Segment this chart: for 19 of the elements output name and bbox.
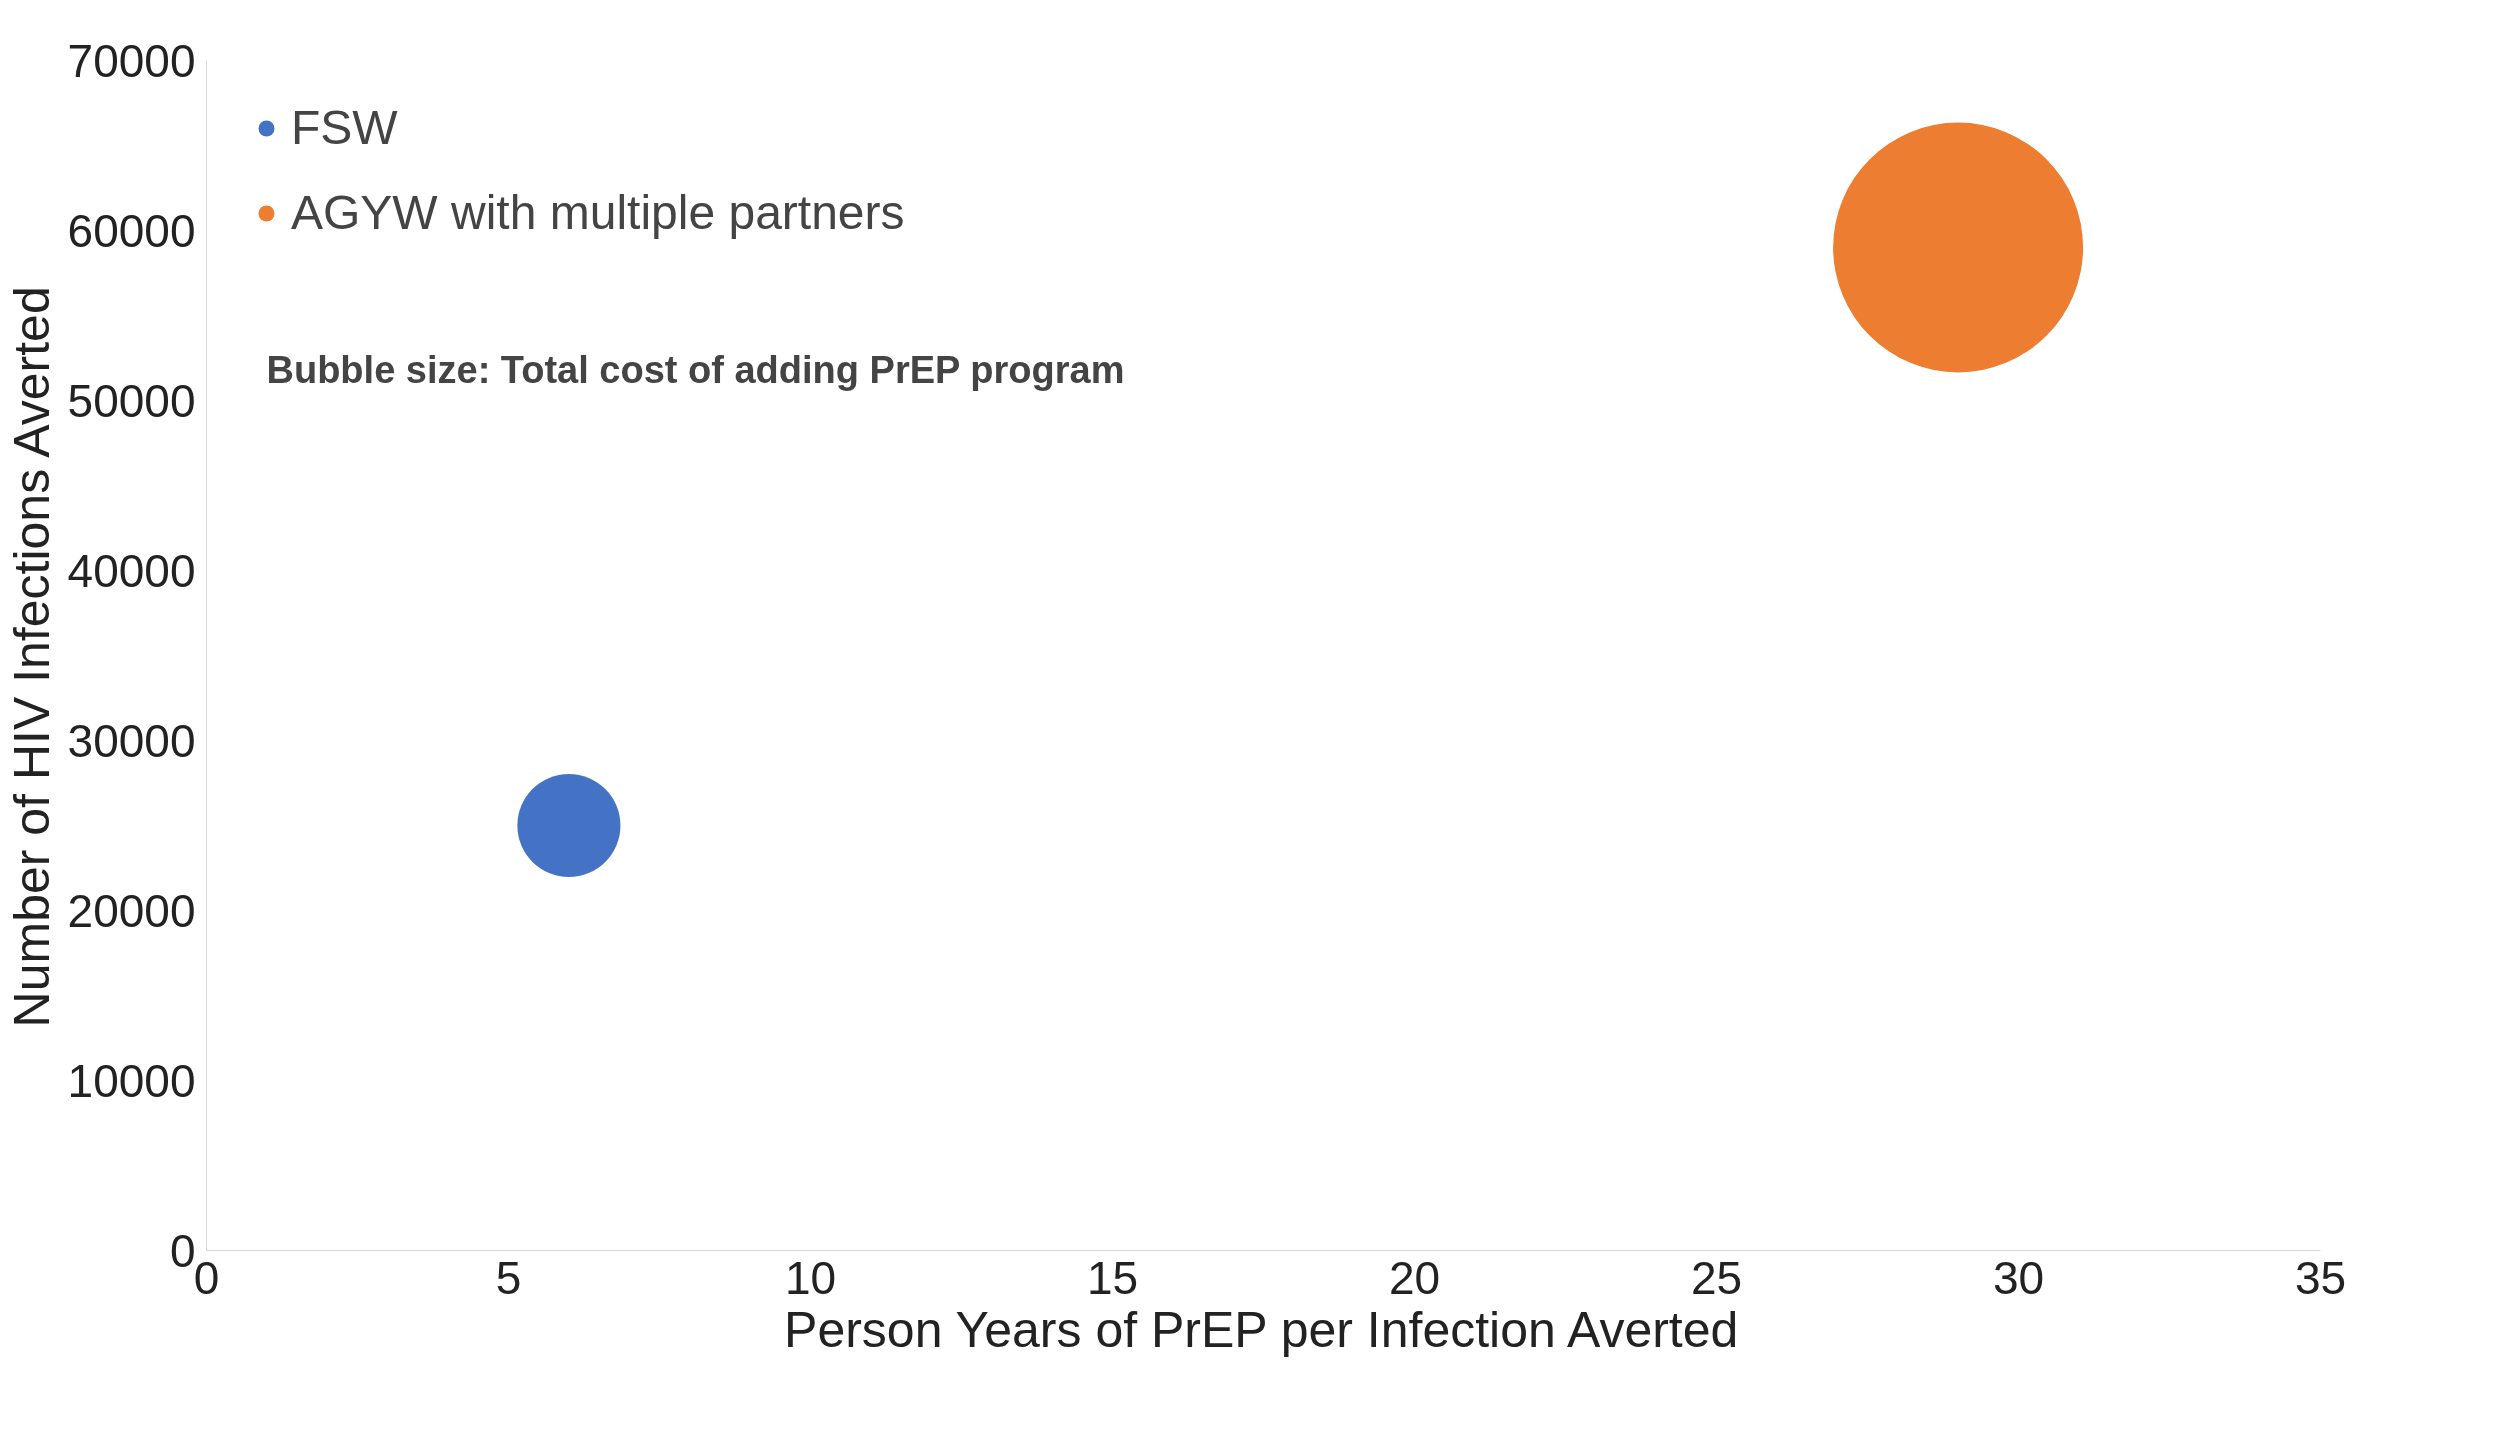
x-tick-label: 5 — [495, 1251, 522, 1304]
x-axis-title: Person Years of PrEP per Infection Averted — [784, 1301, 1739, 1358]
y-tick-label: 60000 — [67, 204, 196, 257]
y-tick-label: 70000 — [67, 34, 196, 87]
annotation: Bubble size: Total cost of adding PrEP program — [266, 348, 1125, 391]
x-tick-label: 15 — [1086, 1251, 1139, 1304]
y-tick-label: 40000 — [67, 544, 196, 597]
legend-label: AGYW with multiple partners — [291, 185, 905, 240]
y-axis-title: Number of HIV Infections Averted — [3, 286, 60, 1028]
x-tick-label: 35 — [2294, 1251, 2347, 1304]
y-tick-label: 20000 — [67, 884, 196, 937]
y-tick-label: 10000 — [67, 1054, 196, 1107]
x-tick-label: 20 — [1388, 1251, 1441, 1304]
legend-label: FSW — [291, 100, 398, 155]
x-tick-label: 30 — [1992, 1251, 2045, 1304]
y-tick-label: 50000 — [67, 374, 196, 427]
x-tick-label: 25 — [1690, 1251, 1743, 1304]
y-tick-label: 30000 — [67, 714, 196, 767]
x-tick-label: 10 — [784, 1251, 837, 1304]
